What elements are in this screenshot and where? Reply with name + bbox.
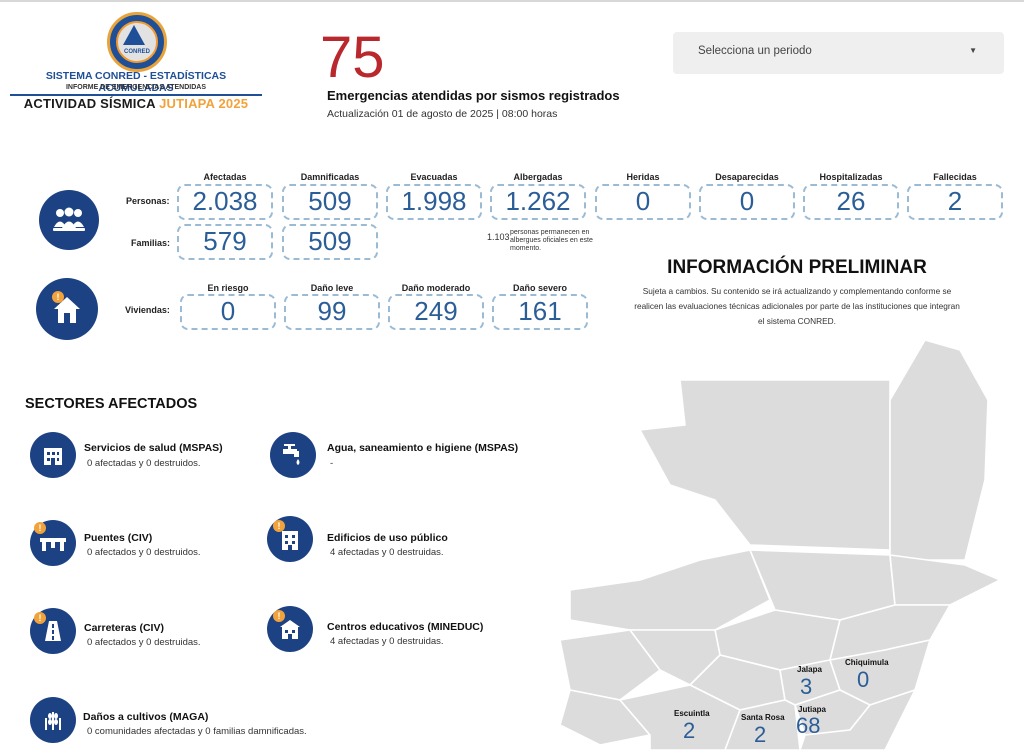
sector-name-edificios: Edificios de uso público	[327, 532, 448, 544]
map-alta-verapaz	[749, 549, 896, 621]
header-desaparecidas: Desaparecidas	[715, 172, 779, 182]
persons-damnificadas-value: 509	[282, 184, 378, 220]
preliminary-title: INFORMACIÓN PRELIMINAR	[667, 257, 927, 278]
header-heridas: Heridas	[626, 172, 660, 182]
sector-status-puentes: 0 afectados y 0 destruidos.	[87, 547, 201, 558]
map-peten	[639, 379, 891, 551]
map-izabal-east	[889, 554, 1001, 606]
families-row-label: Familias:	[131, 238, 171, 248]
map-jutiapa	[799, 689, 916, 751]
map-label-jalapa: Jalapa	[797, 665, 822, 674]
sector-name-agua: Agua, saneamiento e higiene (MSPAS)	[327, 442, 519, 454]
people-group-icon	[39, 190, 99, 250]
header-damnificadas: Damnificadas	[300, 172, 360, 182]
water-tap-icon	[270, 432, 316, 478]
header-en-riesgo: En riesgo	[207, 283, 249, 293]
map-san-marcos	[559, 629, 661, 701]
sector-name-puentes: Puentes (CIV)	[84, 532, 153, 544]
families-damnificadas-value: 509	[282, 224, 378, 260]
header-afectadas: Afectadas	[203, 172, 247, 182]
persons-afectadas-value: 2.038	[177, 184, 273, 220]
report-subtitle: INFORME DE EMERGENCIAS ATENDIDAS	[65, 84, 206, 91]
update-timestamp: Actualización 01 de agosto de 2025 | 08:…	[327, 108, 558, 120]
persons-hospitalizadas-value: 26	[803, 184, 899, 220]
conred-logo: CONRED	[107, 12, 167, 72]
map-value-chiquimula: 0	[857, 667, 870, 692]
persons-desaparecidas-value: 0	[699, 184, 795, 220]
crops-icon	[30, 697, 76, 743]
sector-status-edificios: 4 afectadas y 0 destruidas.	[330, 547, 444, 558]
sector-name-cultivos: Daños a cultivos (MAGA)	[83, 711, 209, 723]
housing-dano-leve-value: 99	[284, 294, 380, 330]
header-fallecidas: Fallecidas	[933, 172, 977, 182]
persons-row-label: Personas:	[126, 196, 170, 206]
house-icon	[36, 278, 98, 340]
sectors-title: SECTORES AFECTADOS	[25, 396, 198, 412]
logo-seal-text: CONRED	[123, 49, 150, 55]
map-retalhuleu	[559, 689, 651, 746]
shelter-note-value: 1.103	[487, 232, 510, 242]
sector-status-cultivos: 0 comunidades afectadas y 0 familias dam…	[87, 726, 307, 737]
top-divider	[0, 0, 1024, 2]
guatemala-map	[559, 340, 1001, 751]
header-dano-severo: Daño severo	[512, 283, 568, 293]
map-label-jutiapa: Jutiapa	[798, 705, 827, 714]
warning-icon: !	[34, 522, 46, 534]
sector-status-carreteras: 0 afectados y 0 destruidas.	[87, 637, 201, 648]
warning-icon: !	[273, 520, 285, 532]
persons-heridas-value: 0	[595, 184, 691, 220]
sector-status-educativos: 4 afectadas y 0 destruidas.	[330, 636, 444, 647]
map-label-chiquimula: Chiquimula	[845, 658, 889, 667]
housing-row-label: Viviendas:	[125, 305, 170, 315]
preliminary-text: Sujeta a cambios. Su contenido se irá ac…	[634, 286, 960, 326]
housing-dano-moderado-value: 249	[388, 294, 484, 330]
map-santa-rosa	[724, 699, 801, 751]
warning-icon: !	[52, 291, 64, 303]
activity-accent: JUTIAPA 2025	[159, 96, 249, 111]
housing-dano-severo-value: 161	[492, 294, 588, 330]
persons-fallecidas-value: 2	[907, 184, 1003, 220]
map-value-jutiapa: 68	[796, 713, 821, 738]
persons-evacuadas-value: 1.998	[386, 184, 482, 220]
map-label-santa-rosa: Santa Rosa	[741, 713, 785, 722]
map-value-escuintla: 2	[683, 718, 696, 743]
sector-name-educativos: Centros educativos (MINEDUC)	[327, 621, 484, 633]
map-label-escuintla: Escuintla	[674, 709, 710, 718]
warning-icon: !	[273, 610, 285, 622]
families-afectadas-value: 579	[177, 224, 273, 260]
emergency-count-label: Emergencias atendidas por sismos registr…	[327, 88, 620, 103]
sector-name-carreteras: Carreteras (CIV)	[84, 622, 164, 634]
logo-triangle	[123, 25, 145, 45]
persons-albergadas-value: 1.262	[490, 184, 586, 220]
header-dano-leve: Daño leve	[310, 283, 354, 293]
chevron-down-icon: ▼	[969, 46, 977, 55]
sector-status-salud: 0 afectadas y 0 destruidos.	[87, 458, 201, 469]
header-albergadas: Albergadas	[513, 172, 563, 182]
system-title: SISTEMA CONRED - ESTADÍSTICAS ACUMULADAS	[45, 70, 227, 94]
period-select[interactable]: Selecciona un periodo ▼	[673, 32, 1004, 74]
logo-divider	[10, 94, 262, 96]
map-izabal	[889, 340, 989, 561]
shelter-note-text: personas permanecen en albergues oficial…	[510, 229, 593, 252]
sector-name-salud: Servicios de salud (MSPAS)	[84, 442, 223, 454]
map-huehuetenango	[569, 549, 771, 631]
activity-title: ACTIVIDAD SÍSMICA JUTIAPA 2025	[10, 96, 262, 111]
period-select-value: Selecciona un periodo	[698, 45, 812, 57]
housing-en-riesgo-value: 0	[180, 294, 276, 330]
header-dano-moderado: Daño moderado	[401, 283, 471, 293]
sector-status-agua: -	[330, 458, 334, 469]
emergency-count: 75	[320, 25, 385, 90]
hospital-icon	[30, 432, 76, 478]
map-value-jalapa: 3	[800, 674, 813, 699]
header-evacuadas: Evacuadas	[410, 172, 458, 182]
warning-icon: !	[34, 612, 46, 624]
map-value-santa-rosa: 2	[754, 722, 767, 747]
header-hospitalizadas: Hospitalizadas	[819, 172, 883, 182]
activity-prefix: ACTIVIDAD SÍSMICA	[23, 96, 160, 111]
